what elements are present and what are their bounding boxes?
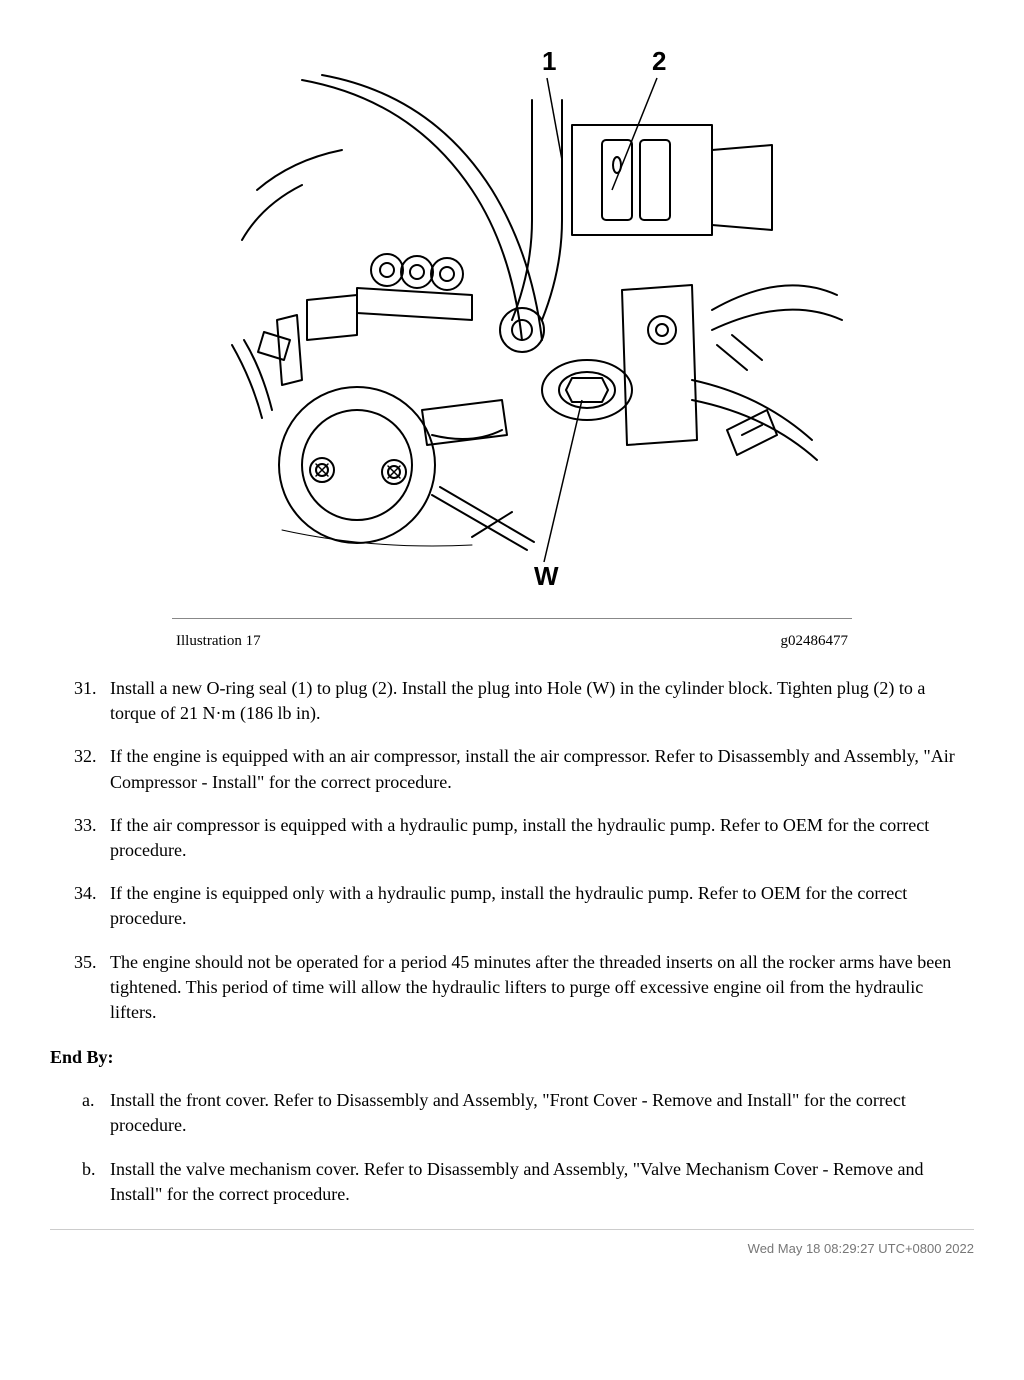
step-number: 31. (74, 676, 110, 726)
end-by-substeps: a. Install the front cover. Refer to Dis… (82, 1088, 974, 1207)
illustration-number: Illustration 17 (176, 631, 261, 652)
illustration-rule (172, 618, 852, 619)
step-item: 31. Install a new O-ring seal (1) to plu… (74, 676, 974, 726)
callout-2: 2 (652, 46, 666, 76)
illustration-code: g02486477 (781, 631, 849, 652)
step-item: 35. The engine should not be operated fo… (74, 950, 974, 1026)
step-item: 33. If the air compressor is equipped wi… (74, 813, 974, 863)
substep-text: Install the valve mechanism cover. Refer… (110, 1157, 974, 1207)
substep-letter: a. (82, 1088, 110, 1138)
page-footer-timestamp: Wed May 18 08:29:27 UTC+0800 2022 (50, 1229, 974, 1258)
step-number: 35. (74, 950, 110, 1026)
callout-w: W (534, 561, 559, 591)
step-number: 32. (74, 744, 110, 794)
illustration-caption-row: Illustration 17 g02486477 (172, 631, 852, 652)
step-text: Install a new O-ring seal (1) to plug (2… (110, 676, 974, 726)
substep-item: a. Install the front cover. Refer to Dis… (82, 1088, 974, 1138)
step-number: 33. (74, 813, 110, 863)
procedure-steps: 31. Install a new O-ring seal (1) to plu… (74, 676, 974, 1025)
illustration-container: 1 2 W (172, 40, 852, 652)
substep-item: b. Install the valve mechanism cover. Re… (82, 1157, 974, 1207)
step-text: If the engine is equipped only with a hy… (110, 881, 974, 931)
step-text: If the air compressor is equipped with a… (110, 813, 974, 863)
step-item: 34. If the engine is equipped only with … (74, 881, 974, 931)
step-text: If the engine is equipped with an air co… (110, 744, 974, 794)
step-text: The engine should not be operated for a … (110, 950, 974, 1026)
substep-letter: b. (82, 1157, 110, 1207)
step-item: 32. If the engine is equipped with an ai… (74, 744, 974, 794)
callout-1: 1 (542, 46, 556, 76)
end-by-heading: End By: (50, 1045, 974, 1070)
engine-illustration: 1 2 W (172, 40, 852, 600)
substep-text: Install the front cover. Refer to Disass… (110, 1088, 974, 1138)
step-number: 34. (74, 881, 110, 931)
